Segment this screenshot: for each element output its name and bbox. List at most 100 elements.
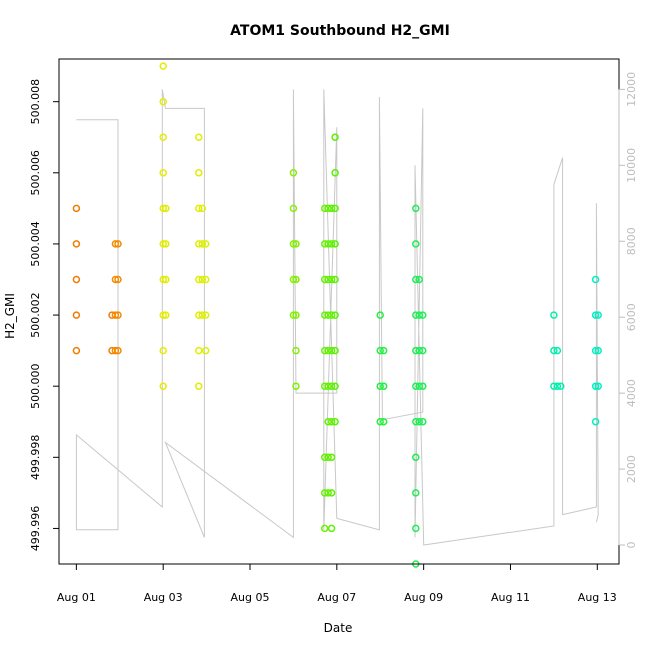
data-point — [195, 346, 203, 355]
data-point — [594, 382, 602, 390]
data-point — [195, 204, 203, 213]
x-tick-label: Aug 01 — [57, 591, 96, 604]
y-axis: 499.996 499.998 500.000 500.002 500.004 500.0… — [29, 79, 60, 552]
data-point — [331, 275, 339, 284]
data-point — [376, 417, 384, 426]
data-point — [327, 204, 336, 213]
data-point — [331, 346, 339, 355]
data-point — [324, 417, 332, 426]
data-point — [198, 204, 207, 213]
y-tick-label: 499.998 — [29, 435, 42, 481]
data-point — [320, 311, 329, 319]
data-point — [553, 346, 562, 355]
data-point — [195, 275, 203, 284]
x-tick-label: Aug 07 — [317, 591, 356, 604]
data-point — [72, 346, 81, 355]
data-point — [327, 382, 336, 390]
data-point — [114, 240, 122, 248]
data-point — [289, 169, 298, 177]
data-point — [198, 311, 207, 319]
data-point — [320, 275, 329, 284]
data-point — [327, 489, 336, 497]
data-point — [327, 417, 336, 426]
data-point — [324, 346, 332, 355]
data-point — [320, 204, 329, 213]
data-point — [412, 382, 420, 390]
plot-frame — [58, 58, 620, 565]
data-point — [331, 417, 339, 426]
data-point — [320, 524, 329, 533]
chart-title: ATOM1 Southbound H2_GMI — [230, 23, 450, 39]
data-point — [159, 311, 167, 319]
data-point — [289, 240, 298, 248]
y2-axis-right: 0 2000 4000 6000 8000 10000 12000 — [618, 72, 638, 549]
data-point — [550, 382, 558, 390]
data-point — [289, 311, 298, 319]
data-point — [292, 346, 300, 355]
data-point — [331, 382, 339, 390]
data-point — [412, 453, 420, 462]
data-point — [159, 97, 167, 106]
data-point — [412, 524, 420, 533]
data-point — [553, 382, 562, 390]
data-point — [162, 311, 170, 319]
data-point — [320, 382, 329, 390]
data-point — [376, 382, 384, 390]
data-point — [159, 169, 167, 177]
data-point — [201, 346, 210, 355]
data-point — [324, 311, 332, 319]
data-point — [591, 346, 600, 355]
data-point — [331, 240, 339, 248]
data-point — [412, 204, 420, 213]
data-point — [412, 311, 420, 319]
data-point — [159, 133, 167, 141]
data-point — [114, 275, 122, 284]
y2-trace-layer — [75, 89, 599, 546]
data-point — [327, 240, 336, 248]
data-point — [72, 275, 81, 284]
data-point — [159, 240, 167, 248]
data-point — [195, 133, 203, 141]
y-tick-label: 500.004 — [29, 221, 42, 266]
data-point — [594, 311, 602, 319]
data-point — [320, 453, 329, 462]
data-point — [114, 346, 122, 355]
data-point — [159, 275, 167, 284]
y2-tick-label: 8000 — [625, 227, 638, 255]
data-point — [376, 346, 384, 355]
data-point — [72, 311, 81, 319]
data-point — [327, 453, 336, 462]
data-point — [324, 489, 332, 497]
data-point — [415, 382, 424, 390]
data-point — [591, 382, 600, 390]
data-point — [550, 311, 558, 319]
data-point — [376, 311, 384, 319]
data-point — [111, 275, 120, 284]
data-point — [198, 240, 207, 248]
data-point — [201, 275, 210, 284]
x-tick-label: Aug 03 — [144, 591, 183, 604]
data-point — [324, 275, 332, 284]
data-point — [201, 311, 210, 319]
y-tick-label: 500.000 — [29, 363, 42, 409]
data-point — [320, 346, 329, 355]
y2-tick-label: 0 — [625, 542, 638, 549]
data-point — [289, 275, 298, 284]
data-point — [412, 240, 420, 248]
y2-tick-label: 12000 — [625, 72, 638, 107]
data-point — [289, 204, 298, 213]
data-point — [72, 240, 81, 248]
data-point — [594, 346, 602, 355]
data-point — [324, 382, 332, 390]
data-point — [195, 311, 203, 319]
y2-tick-label: 10000 — [625, 148, 638, 183]
data-point — [419, 382, 427, 390]
data-point — [159, 382, 167, 390]
y-tick-label: 499.996 — [29, 506, 42, 552]
data-point — [327, 524, 336, 533]
y-tick-label: 500.008 — [29, 79, 42, 125]
x-tick-label: Aug 13 — [578, 591, 617, 604]
data-point — [412, 417, 420, 426]
x-tick-label: Aug 11 — [491, 591, 530, 604]
